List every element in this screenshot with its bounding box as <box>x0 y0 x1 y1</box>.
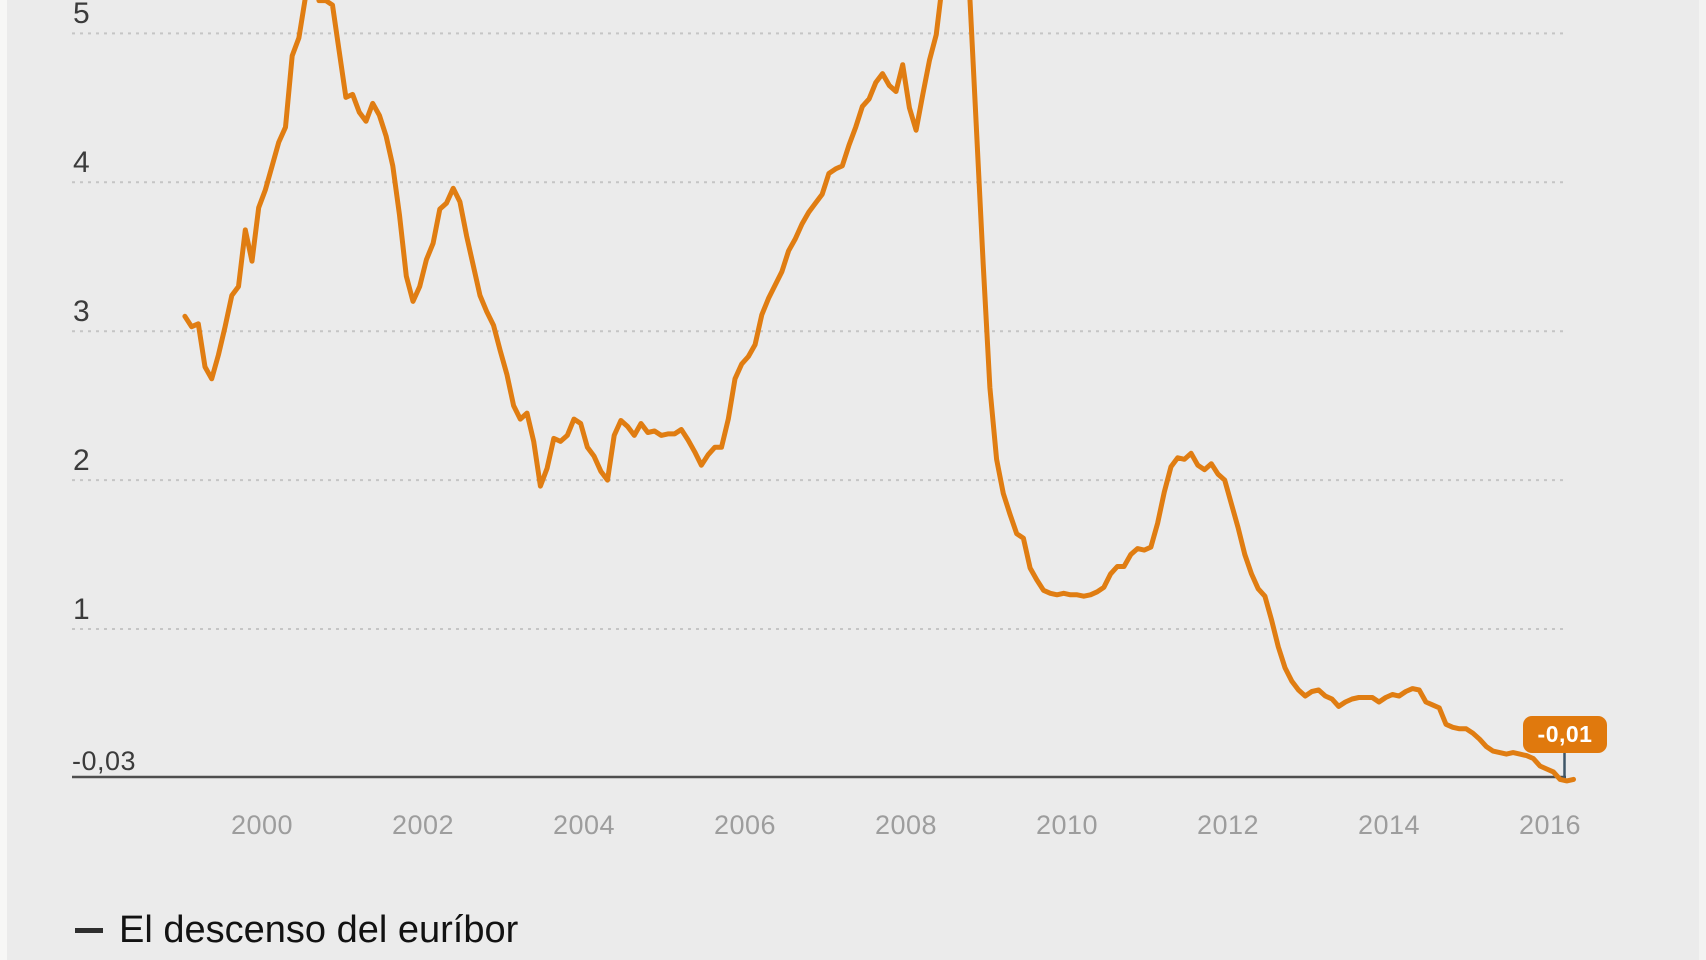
legend-label: El descenso del euríbor <box>119 909 519 951</box>
last-value-badge: -0,01 <box>1523 716 1607 753</box>
y-tick-label-5: 5 <box>73 0 91 30</box>
y-tick-label-4: 4 <box>73 146 91 179</box>
chart-legend: El descenso del euríbor <box>75 906 518 954</box>
x-tick-label-2008: 2008 <box>874 810 938 840</box>
y-axis-baseline-label: -0,03 <box>72 746 137 776</box>
y-tick-label-3: 3 <box>73 295 91 328</box>
y-tick-label-2: 2 <box>73 444 91 477</box>
x-tick-label-2006: 2006 <box>713 810 777 840</box>
x-tick-label-2002: 2002 <box>391 810 455 840</box>
x-tick-label-2010: 2010 <box>1035 810 1099 840</box>
y-tick-label-1: 1 <box>73 593 91 626</box>
x-tick-label-2000: 2000 <box>230 810 294 840</box>
left-edge-strip <box>0 0 7 960</box>
right-edge-strip <box>1699 0 1706 960</box>
x-tick-label-2016: 2016 <box>1518 810 1582 840</box>
x-tick-label-2004: 2004 <box>552 810 616 840</box>
x-tick-label-2012: 2012 <box>1196 810 1260 840</box>
euribor-line <box>182 0 1576 784</box>
legend-line-marker <box>75 927 103 933</box>
x-tick-label-2014: 2014 <box>1357 810 1421 840</box>
